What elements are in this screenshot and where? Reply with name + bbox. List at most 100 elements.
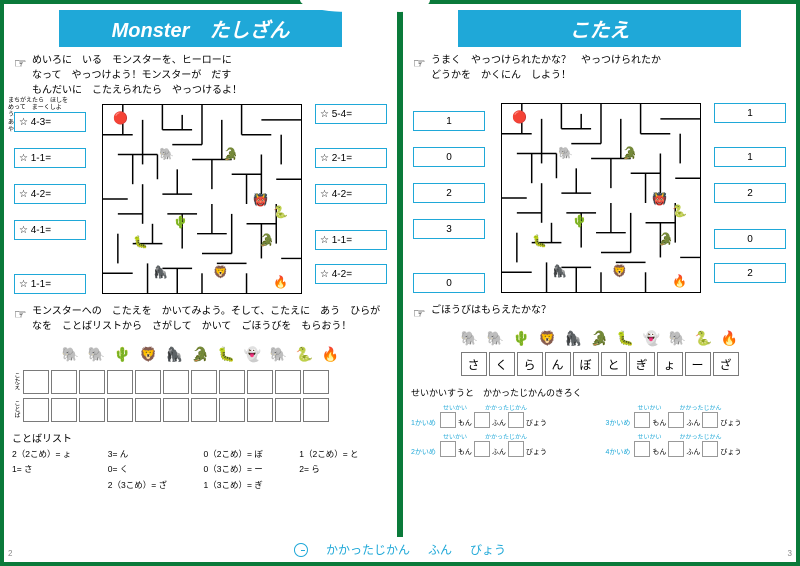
page-title: Monster たしざん [59, 10, 342, 47]
question-tag[interactable]: ☆ 4-1= [14, 220, 86, 240]
word-list: 2（2こめ）= ょ3= ん0（2こめ）= ぼ1（2こめ）= と1= さ0= く0… [12, 447, 389, 493]
maze-monster-icon: 👹 [253, 193, 268, 207]
maze-section: 1 0 2 3 0 [411, 103, 788, 303]
question-tag[interactable]: ☆ 2-1= [315, 148, 387, 168]
answer-tag: 2 [714, 263, 786, 283]
answer-cell[interactable] [23, 398, 49, 422]
record-row[interactable]: 2かいめもんふんびょう [411, 441, 594, 457]
answer-cell[interactable] [51, 398, 77, 422]
word-list-item [12, 478, 102, 493]
answer-cell[interactable] [191, 370, 217, 394]
answer-tag: 0 [714, 229, 786, 249]
monster-row: 🐘🐘🌵🦁🦍🐊🐛👻🐘🐍🔥 [12, 342, 389, 366]
word-list-item: 2= ら [299, 462, 389, 477]
monster-icon: 🐘 [267, 342, 291, 366]
maze-monster-icon: 🦁 [612, 264, 627, 278]
word-list-item: 2（3こめ）= ざ [108, 478, 198, 493]
answer-cell[interactable] [107, 370, 133, 394]
word-list-item: 0= く [108, 462, 198, 477]
footer-sec: びょう [470, 541, 506, 558]
answer-tag: 0 [413, 273, 485, 293]
monster-icon: 🌵 [510, 326, 534, 350]
monster-row: 🐘🐘🌵🦁🦍🐊🐛👻🐘🐍🔥 [411, 326, 788, 350]
monster-icon: 👻 [640, 326, 664, 350]
question-tag[interactable]: ☆ 4-2= [14, 184, 86, 204]
word-list-item: 0（2こめ）= ぼ [204, 447, 294, 462]
monster-icon: 🌵 [111, 342, 135, 366]
answer-cell[interactable] [135, 370, 161, 394]
maze-monster-icon: 🐊 [658, 232, 673, 246]
page-number: 2 [8, 549, 12, 558]
question-tag[interactable]: ☆ 1-1= [14, 148, 86, 168]
question-tag[interactable]: ☆ 5-4= [315, 104, 387, 124]
answer-grid-row1 [23, 370, 329, 394]
answer-tag: 2 [714, 183, 786, 203]
monster-icon: 🐍 [293, 342, 317, 366]
monster-icon: 🦁 [536, 326, 560, 350]
maze-monster-icon: 🐊 [259, 233, 274, 247]
answer-cell[interactable] [219, 370, 245, 394]
word-list-title: ことばリスト [12, 430, 389, 445]
monster-icon: 🐊 [588, 326, 612, 350]
answer-cell[interactable] [107, 398, 133, 422]
answer-cell: ょ [657, 352, 683, 376]
answer-tag: 1 [714, 147, 786, 167]
question-tag[interactable]: ☆ 1-1= [315, 230, 387, 250]
answer-cell[interactable] [275, 398, 301, 422]
answer-tag: 2 [413, 183, 485, 203]
answer-cell[interactable] [303, 398, 329, 422]
answer-cell: く [489, 352, 515, 376]
record-row[interactable]: 4かいめもんふんびょう [606, 441, 789, 457]
monster-icon: 🐘 [458, 326, 482, 350]
answer-cell[interactable] [135, 398, 161, 422]
monster-icon: 🐘 [484, 326, 508, 350]
question-tag[interactable]: ☆ 1-1= [14, 274, 86, 294]
word-list-item [299, 478, 389, 493]
answer-cell[interactable] [247, 370, 273, 394]
right-page: こたえ うまく やっつけられたかな？ やっつけられたか どうかを かくにん しよ… [403, 4, 796, 562]
record-grid: せいかいかかったじかん1かいめもんふんびょうせいかいかかったじかん3かいめもんふ… [411, 403, 788, 457]
answer-cell[interactable] [219, 398, 245, 422]
row-label: こたえ [12, 372, 21, 390]
answer-cell[interactable] [303, 370, 329, 394]
answer-cell[interactable] [79, 370, 105, 394]
monster-icon: 👻 [241, 342, 265, 366]
word-list-item: 1（3こめ）= ぎ [204, 478, 294, 493]
record-row[interactable]: 1かいめもんふんびょう [411, 412, 594, 428]
answer-cell[interactable] [23, 370, 49, 394]
page-number: 3 [788, 549, 792, 558]
answer-cell[interactable] [275, 370, 301, 394]
answer-cell[interactable] [79, 398, 105, 422]
answer-tag: 1 [714, 103, 786, 123]
instruction-2: モンスターへの こたえを かいてみよう。そして、こたえに あう ひらがなを こと… [12, 304, 389, 334]
time-footer: かかったじかん ふん びょう [274, 537, 526, 562]
answer-cell: ら [517, 352, 543, 376]
maze-monster-icon: 🐍 [672, 204, 687, 218]
answer-cell[interactable] [163, 398, 189, 422]
question-tag[interactable]: ☆ 4-2= [315, 264, 387, 284]
page-title: こたえ [458, 10, 741, 47]
question-tag[interactable]: ☆ 4-2= [315, 184, 387, 204]
maze-section: ☆ 4-3= ☆ 1-1= ☆ 4-2= ☆ 4-1= ☆ 1-1= [12, 104, 389, 304]
maze-monster-icon: 🐊 [223, 147, 238, 161]
monster-icon: 🐍 [692, 326, 716, 350]
monster-icon: 🦁 [137, 342, 161, 366]
word-list-item: 3= ん [108, 447, 198, 462]
record-row[interactable]: 3かいめもんふんびょう [606, 412, 789, 428]
answer-cell: と [601, 352, 627, 376]
answer-cell[interactable] [191, 398, 217, 422]
maze-monster-icon: 🦍 [153, 265, 168, 279]
maze-monster-icon: 🐊 [622, 146, 637, 160]
row-label: ことば [12, 400, 21, 418]
answer-cell[interactable] [247, 398, 273, 422]
answer-cell[interactable] [163, 370, 189, 394]
answer-tag: 1 [413, 111, 485, 131]
answer-word-row: さくらんぼとぎょーざ [411, 352, 788, 376]
maze-monster-icon: 🦍 [552, 264, 567, 278]
word-list-item: 0（3こめ）= ー [204, 462, 294, 477]
answer-cell: さ [461, 352, 487, 376]
left-page: Monster たしざん めいろに いる モンスターを、ヒーローに なって やっ… [4, 4, 397, 562]
instruction-2: ごほうびはもらえたかな？ [411, 303, 788, 318]
question-tag[interactable]: ☆ 4-3= [14, 112, 86, 132]
answer-cell[interactable] [51, 370, 77, 394]
